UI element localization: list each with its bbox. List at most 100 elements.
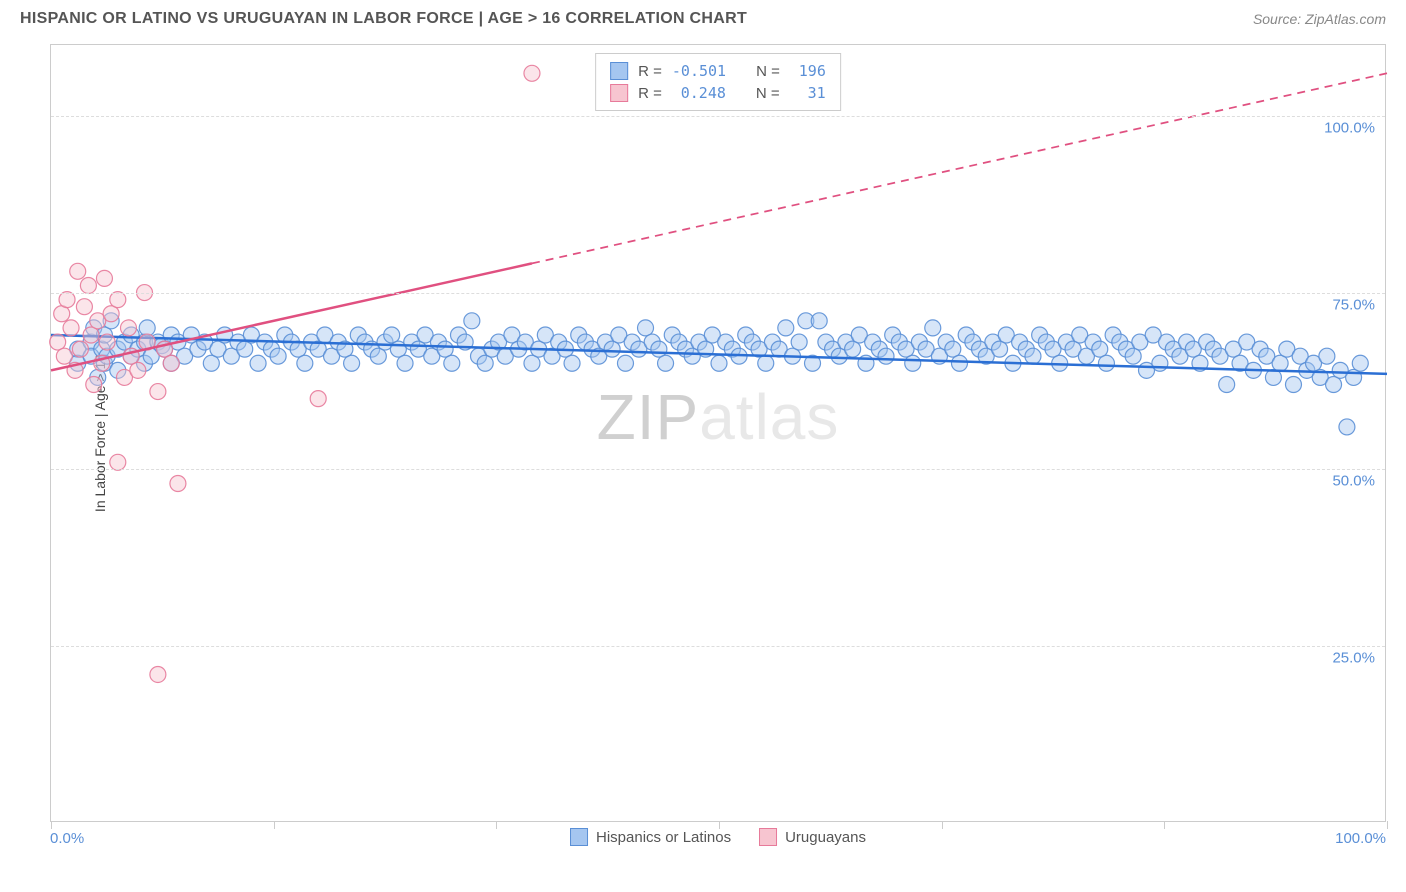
data-point: [170, 476, 186, 492]
data-point: [845, 341, 861, 357]
x-max-label: 100.0%: [1335, 830, 1386, 847]
x-tick: [274, 821, 275, 829]
source-label: Source: ZipAtlas.com: [1253, 11, 1386, 27]
data-point: [63, 320, 79, 336]
data-point: [50, 334, 66, 350]
data-point: [878, 348, 894, 364]
data-point: [56, 348, 72, 364]
data-point: [1339, 419, 1355, 435]
data-point: [120, 320, 136, 336]
stats-legend-box: R =-0.501N =196R =0.248N =31: [595, 53, 841, 111]
data-point: [945, 341, 961, 357]
data-point: [638, 320, 654, 336]
data-point: [76, 299, 92, 315]
data-point: [150, 384, 166, 400]
data-point: [651, 341, 667, 357]
n-value: 196: [790, 62, 826, 80]
x-tick: [1387, 821, 1388, 829]
x-tick: [1164, 821, 1165, 829]
bottom-legend: Hispanics or Latinos Uruguayans: [570, 828, 866, 846]
data-point: [384, 327, 400, 343]
legend-label: Hispanics or Latinos: [596, 829, 731, 846]
legend-swatch: [570, 828, 588, 846]
stats-row: R =0.248N =31: [610, 82, 826, 104]
data-point: [203, 355, 219, 371]
data-point: [477, 355, 493, 371]
data-point: [70, 263, 86, 279]
y-tick-label: 100.0%: [1324, 119, 1375, 136]
legend-item: Uruguayans: [759, 828, 866, 846]
data-point: [1352, 355, 1368, 371]
data-point: [1319, 348, 1335, 364]
data-point: [925, 320, 941, 336]
n-label: N =: [756, 85, 780, 102]
data-point: [1285, 376, 1301, 392]
data-point: [444, 355, 460, 371]
data-point: [1025, 348, 1041, 364]
data-point: [564, 355, 580, 371]
r-value: 0.248: [672, 84, 726, 102]
plot-svg: [51, 45, 1385, 821]
gridline: [51, 116, 1385, 117]
data-point: [99, 334, 115, 350]
data-point: [604, 341, 620, 357]
r-value: -0.501: [672, 62, 726, 80]
y-tick-label: 25.0%: [1332, 650, 1375, 667]
stats-swatch: [610, 62, 628, 80]
data-point: [86, 376, 102, 392]
data-point: [103, 306, 119, 322]
data-point: [905, 355, 921, 371]
gridline: [51, 293, 1385, 294]
gridline: [51, 646, 1385, 647]
y-tick-label: 50.0%: [1332, 473, 1375, 490]
data-point: [464, 313, 480, 329]
r-label: R =: [638, 63, 662, 80]
data-point: [658, 355, 674, 371]
data-point: [758, 355, 774, 371]
data-point: [250, 355, 266, 371]
data-point: [96, 270, 112, 286]
data-point: [778, 320, 794, 336]
data-point: [310, 391, 326, 407]
data-point: [370, 348, 386, 364]
x-tick: [51, 821, 52, 829]
data-point: [791, 334, 807, 350]
legend-label: Uruguayans: [785, 829, 866, 846]
data-point: [150, 666, 166, 682]
data-point: [130, 362, 146, 378]
data-point: [397, 355, 413, 371]
data-point: [270, 348, 286, 364]
data-point: [524, 355, 540, 371]
r-label: R =: [638, 85, 662, 102]
n-label: N =: [756, 63, 780, 80]
chart-header: HISPANIC OR LATINO VS URUGUAYAN IN LABOR…: [0, 0, 1406, 34]
data-point: [59, 292, 75, 308]
chart-title: HISPANIC OR LATINO VS URUGUAYAN IN LABOR…: [20, 10, 747, 28]
data-point: [1098, 355, 1114, 371]
data-point: [237, 341, 253, 357]
data-point: [110, 292, 126, 308]
data-point: [617, 355, 633, 371]
data-point: [110, 454, 126, 470]
data-point: [297, 355, 313, 371]
gridline: [51, 469, 1385, 470]
x-axis-labels: 0.0% 100.0% Hispanics or Latinos Uruguaya…: [50, 830, 1386, 854]
legend-swatch: [759, 828, 777, 846]
data-point: [1326, 376, 1342, 392]
data-point: [437, 341, 453, 357]
data-point: [344, 355, 360, 371]
data-point: [163, 355, 179, 371]
data-point: [1272, 355, 1288, 371]
data-point: [83, 327, 99, 343]
data-point: [80, 277, 96, 293]
data-point: [72, 341, 88, 357]
x-tick: [496, 821, 497, 829]
data-point: [1125, 348, 1141, 364]
x-min-label: 0.0%: [50, 830, 84, 847]
data-point: [1152, 355, 1168, 371]
stats-swatch: [610, 84, 628, 102]
stats-row: R = -0.501 N = 196: [610, 60, 826, 82]
data-point: [951, 355, 967, 371]
data-point: [1092, 341, 1108, 357]
data-point: [992, 341, 1008, 357]
